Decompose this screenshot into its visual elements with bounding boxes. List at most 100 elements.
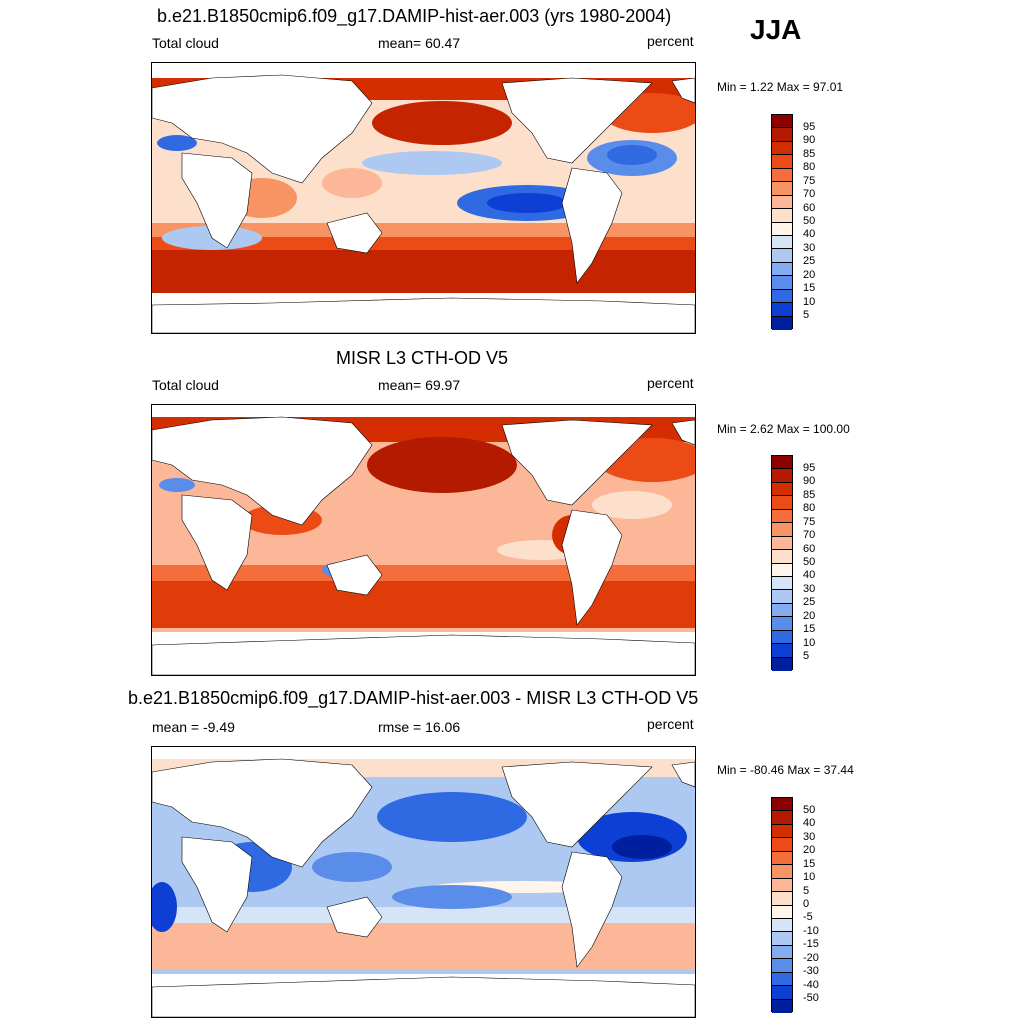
panel-3-map <box>151 746 696 1018</box>
colorbar-swatch <box>772 276 792 290</box>
colorbar-swatch <box>772 496 792 510</box>
colorbar-tick-label: -10 <box>803 924 819 937</box>
colorbar-swatch <box>772 262 792 277</box>
colorbar-swatch <box>772 657 792 671</box>
colorbar-tick-label: 15 <box>803 857 816 870</box>
colorbar-tick-label: 5 <box>803 650 810 663</box>
colorbar-swatch <box>772 932 792 946</box>
colorbar-swatch <box>772 115 792 129</box>
colorbar-swatch <box>772 289 792 304</box>
colorbar-swatch <box>772 798 792 812</box>
panel-2-left-label: Total cloud <box>152 377 219 393</box>
panel-3-units-label: percent <box>647 716 694 732</box>
colorbar-swatch <box>772 644 792 658</box>
colorbar-swatch <box>772 838 792 852</box>
colorbar-swatch <box>772 249 792 263</box>
colorbar-tick-label: -15 <box>803 938 819 951</box>
colorbar-swatch <box>772 892 792 906</box>
colorbar-swatch <box>772 603 792 618</box>
colorbar-swatch <box>772 222 792 236</box>
panel-2-units-label: percent <box>647 375 694 391</box>
panel-3-minmax: Min = -80.46 Max = 37.44 <box>717 763 854 777</box>
panel-3-title: b.e21.B1850cmip6.f09_g17.DAMIP-hist-aer.… <box>128 688 699 708</box>
colorbar-tick-label: 80 <box>803 161 816 174</box>
colorbar-swatch <box>772 182 792 196</box>
colorbar-tick-label: 75 <box>803 515 816 528</box>
colorbar-swatch <box>772 168 792 183</box>
colorbar-tick-label: 10 <box>803 295 816 308</box>
colorbar-tick-label: 0 <box>803 898 810 910</box>
colorbar-swatch <box>772 851 792 866</box>
colorbar-swatch <box>772 918 792 933</box>
colorbar-tick-label: -40 <box>803 978 819 991</box>
panel-3-rmse-label: rmse = 16.06 <box>378 719 461 735</box>
colorbar-tick-label: 90 <box>803 475 816 488</box>
colorbar-swatch <box>772 316 792 330</box>
colorbar-tick-label: 70 <box>803 188 816 201</box>
panel-2-colorbar <box>771 455 793 671</box>
panel-2-map <box>151 404 696 676</box>
panel-1-mean-label: mean= 60.47 <box>378 35 461 51</box>
colorbar-tick-label: 50 <box>803 803 816 816</box>
panel-1-colorbar <box>771 114 793 330</box>
panel-1-map <box>151 62 696 334</box>
colorbar-swatch <box>772 630 792 645</box>
colorbar-tick-label: 40 <box>803 569 816 582</box>
colorbar-swatch <box>772 590 792 604</box>
colorbar-tick-label: 95 <box>803 461 816 474</box>
colorbar-tick-label: 50 <box>803 215 816 227</box>
colorbar-swatch <box>772 482 792 497</box>
colorbar-tick-label: 15 <box>803 623 816 636</box>
colorbar-swatch <box>772 195 792 210</box>
colorbar-swatch <box>772 536 792 551</box>
colorbar-tick-label: 50 <box>803 556 816 568</box>
season-label: JJA <box>750 14 802 45</box>
colorbar-swatch <box>772 811 792 825</box>
colorbar-tick-label: 25 <box>803 255 816 268</box>
colorbar-tick-label: 20 <box>803 609 816 622</box>
colorbar-swatch <box>772 155 792 169</box>
colorbar-tick-label: 20 <box>803 844 816 857</box>
panel-2-mean-label: mean= 69.97 <box>378 377 461 393</box>
colorbar-swatch <box>772 824 792 839</box>
colorbar-tick-label: 95 <box>803 120 816 133</box>
colorbar-swatch <box>772 209 792 223</box>
colorbar-tick-label: -20 <box>803 951 819 964</box>
panel-1-minmax: Min = 1.22 Max = 97.01 <box>717 80 844 94</box>
colorbar-tick-label: 80 <box>803 502 816 515</box>
colorbar-swatch <box>772 303 792 317</box>
colorbar-tick-label: 20 <box>803 268 816 281</box>
panel-1-title: b.e21.B1850cmip6.f09_g17.DAMIP-hist-aer.… <box>157 6 672 26</box>
colorbar-swatch <box>772 865 792 879</box>
colorbar-swatch <box>772 617 792 631</box>
colorbar-swatch <box>772 523 792 537</box>
panel-1-units-label: percent <box>647 33 694 49</box>
colorbar-swatch <box>772 905 792 919</box>
colorbar-tick-label: 85 <box>803 147 816 160</box>
colorbar-swatch <box>772 128 792 142</box>
colorbar-swatch <box>772 576 792 591</box>
colorbar-swatch <box>772 235 792 250</box>
colorbar-swatch <box>772 999 792 1013</box>
colorbar-swatch <box>772 972 792 987</box>
colorbar-swatch <box>772 469 792 483</box>
colorbar-tick-label: 60 <box>803 542 816 555</box>
colorbar-tick-label: 85 <box>803 488 816 501</box>
colorbar-tick-label: 10 <box>803 871 816 884</box>
colorbar-swatch <box>772 550 792 564</box>
colorbar-tick-label: -50 <box>803 992 819 1005</box>
panel-3-colorbar <box>771 797 793 1013</box>
colorbar-tick-label: 60 <box>803 201 816 214</box>
panel-2-minmax: Min = 2.62 Max = 100.00 <box>717 422 850 436</box>
colorbar-tick-label: 75 <box>803 174 816 187</box>
colorbar-swatch <box>772 945 792 960</box>
panel-2-title: MISR L3 CTH-OD V5 <box>336 348 509 368</box>
colorbar-tick-label: 30 <box>803 241 816 254</box>
panel-1-left-label: Total cloud <box>152 35 219 51</box>
colorbar-tick-label: 10 <box>803 636 816 649</box>
colorbar-tick-label: 25 <box>803 596 816 609</box>
colorbar-tick-label: 40 <box>803 817 816 830</box>
colorbar-tick-label: 15 <box>803 282 816 295</box>
colorbar-tick-label: -5 <box>803 911 813 924</box>
colorbar-tick-label: 90 <box>803 134 816 147</box>
